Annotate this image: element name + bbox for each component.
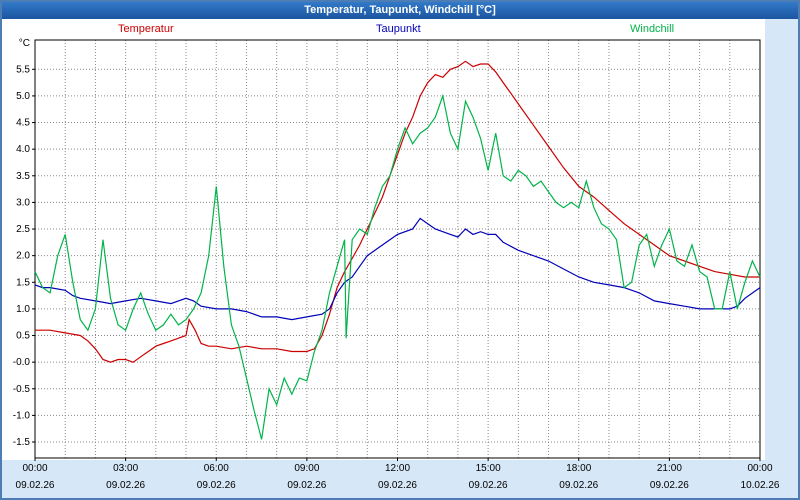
svg-text:-1.5: -1.5 bbox=[13, 437, 31, 448]
svg-text:09.02.26: 09.02.26 bbox=[287, 480, 326, 491]
svg-text:4.5: 4.5 bbox=[16, 118, 30, 129]
svg-text:10.02.26: 10.02.26 bbox=[741, 480, 780, 491]
legend-temperatur: Temperatur bbox=[118, 23, 174, 35]
bottom-margin bbox=[2, 460, 798, 498]
svg-text:12:00: 12:00 bbox=[385, 463, 410, 474]
svg-text:15:00: 15:00 bbox=[476, 463, 501, 474]
svg-text:-0.0: -0.0 bbox=[13, 357, 31, 368]
svg-text:09.02.26: 09.02.26 bbox=[378, 480, 417, 491]
legend-taupunkt: Taupunkt bbox=[376, 23, 421, 35]
svg-text:-0.5: -0.5 bbox=[13, 384, 31, 395]
svg-text:°C: °C bbox=[19, 38, 30, 49]
svg-text:03:00: 03:00 bbox=[113, 463, 138, 474]
svg-text:5.5: 5.5 bbox=[16, 64, 30, 75]
svg-text:4.0: 4.0 bbox=[16, 144, 30, 155]
svg-text:09.02.26: 09.02.26 bbox=[106, 480, 145, 491]
svg-text:21:00: 21:00 bbox=[657, 463, 682, 474]
svg-text:3.0: 3.0 bbox=[16, 197, 30, 208]
svg-text:1.5: 1.5 bbox=[16, 277, 30, 288]
svg-text:09.02.26: 09.02.26 bbox=[650, 480, 689, 491]
svg-text:2.0: 2.0 bbox=[16, 251, 30, 262]
svg-text:0.5: 0.5 bbox=[16, 331, 30, 342]
svg-text:18:00: 18:00 bbox=[566, 463, 591, 474]
svg-text:1.0: 1.0 bbox=[16, 304, 30, 315]
svg-text:00:00: 00:00 bbox=[22, 463, 47, 474]
svg-text:09.02.26: 09.02.26 bbox=[469, 480, 508, 491]
svg-text:-1.0: -1.0 bbox=[13, 410, 31, 421]
chart-legend: Temperatur Taupunkt Windchill bbox=[2, 23, 798, 37]
svg-text:09.02.26: 09.02.26 bbox=[16, 480, 55, 491]
svg-text:3.5: 3.5 bbox=[16, 171, 30, 182]
svg-text:00:00: 00:00 bbox=[747, 463, 772, 474]
legend-windchill: Windchill bbox=[630, 23, 675, 35]
svg-text:2.5: 2.5 bbox=[16, 224, 30, 235]
svg-text:09.02.26: 09.02.26 bbox=[559, 480, 598, 491]
svg-text:09:00: 09:00 bbox=[294, 463, 319, 474]
window-title: Temperatur, Taupunkt, Windchill [°C] bbox=[2, 2, 798, 19]
svg-text:09.02.26: 09.02.26 bbox=[197, 480, 236, 491]
svg-text:06:00: 06:00 bbox=[204, 463, 229, 474]
svg-text:5.0: 5.0 bbox=[16, 91, 30, 102]
right-margin bbox=[765, 19, 798, 498]
